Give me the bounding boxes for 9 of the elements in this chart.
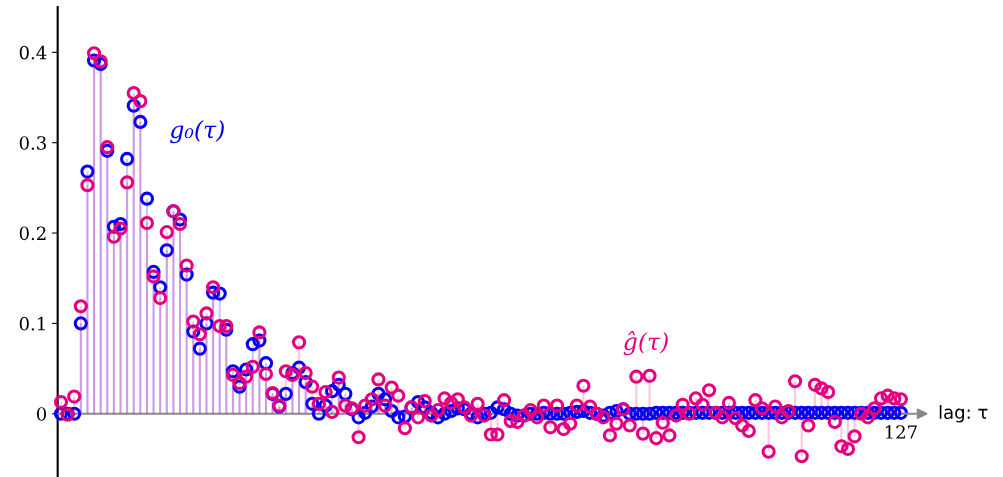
x-axis-title: lag: τ [939, 405, 988, 423]
y-tick-label: 0.1 [19, 316, 45, 331]
x-tick-label: 127 [885, 425, 917, 439]
y-tick-label: 0.2 [19, 226, 46, 241]
y-tick-label: 0.4 [19, 45, 47, 60]
y-tick-label: 0.3 [19, 136, 46, 150]
series-label: g₀(τ) [170, 120, 224, 144]
series-label: ĝ(τ) [623, 331, 668, 356]
y-tick-label: 0 [36, 407, 47, 421]
